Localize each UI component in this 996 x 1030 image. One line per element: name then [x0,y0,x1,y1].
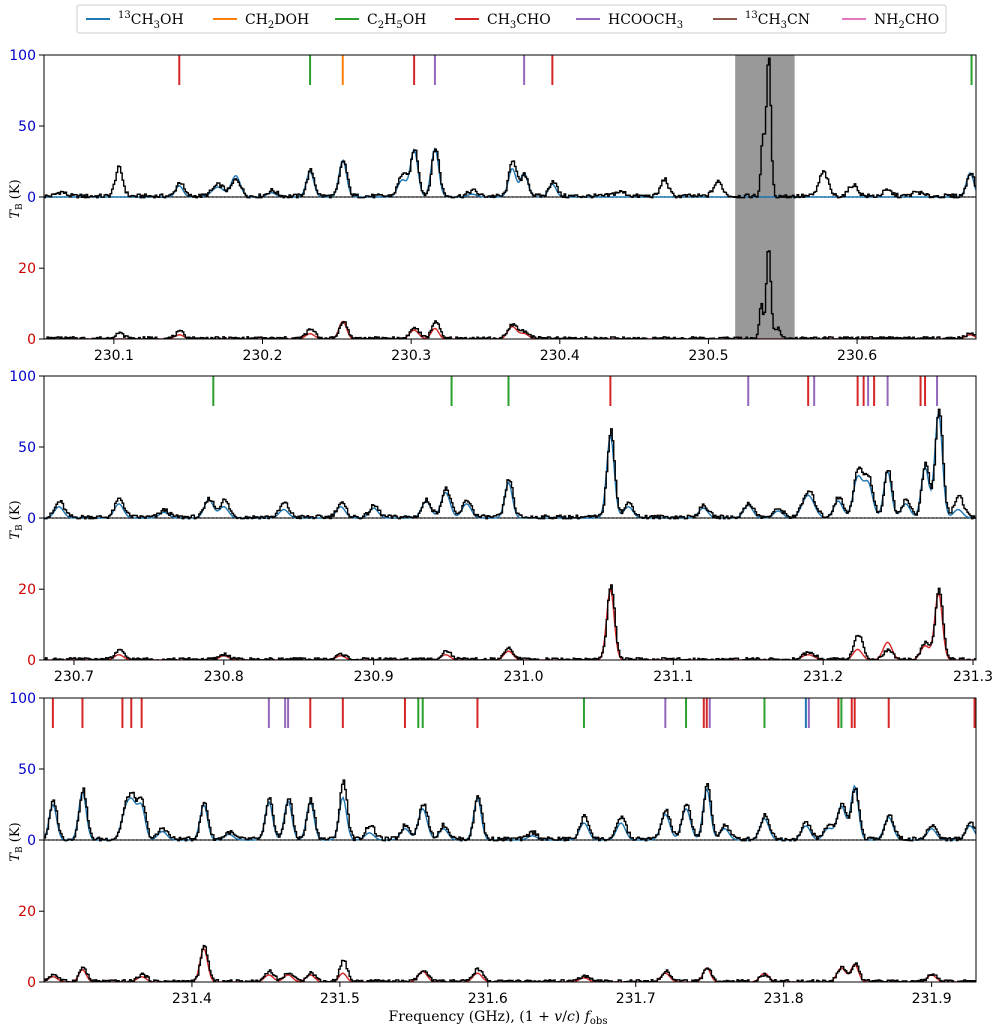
observed-spectrum-top [44,57,976,199]
legend-label: HCOOCH3 [608,12,683,31]
y-tick-label-bottom: 20 [18,904,36,920]
model-spectrum-13ch3oh [44,784,976,841]
y-tick-label-top: 100 [9,48,36,64]
x-tick-label: 230.1 [94,348,134,364]
legend-entry-nh2cho: NH2CHO [842,12,939,31]
observed-spectrum-bottom [44,944,976,982]
x-tick-label: 231.4 [172,991,212,1007]
legend-entry-hcooch3: HCOOCH3 [576,12,683,31]
x-tick-label: 230.3 [391,348,431,364]
y-tick-label-top: 50 [18,119,36,135]
y-tick-label-top: 0 [27,511,36,527]
legend-label: CH2DOH [245,12,309,31]
x-tick-label: 230.5 [688,348,728,364]
panels: 230.1 230.2 230.3 230.4 230.5 230.6 0 50 100 0 20 T… [8,48,993,1007]
y-tick-label-bottom: 20 [18,261,36,277]
observed-spectrum-top [44,779,976,842]
legend-label: NH2CHO [874,12,939,31]
panel-1: 230.1 230.2 230.3 230.4 230.5 230.6 0 50 100 0 20 T… [8,48,977,364]
x-tick-label: 231.0 [503,669,543,685]
model-spectrum-13ch3oh [44,146,976,198]
x-tick-label: 230.9 [354,669,394,685]
y-tick-label-top: 50 [18,762,36,778]
y-axis-label: TB (K) [8,500,25,539]
y-tick-label-top: 100 [9,691,36,707]
x-tick-label: 230.7 [54,669,94,685]
y-tick-label-bottom: 0 [27,332,36,348]
y-tick-label-top: 100 [9,369,36,385]
x-tick-label: 231.2 [803,669,843,685]
x-tick-label: 231.9 [912,991,952,1007]
x-tick-label: 231.7 [616,991,656,1007]
observed-spectrum-bottom [44,584,976,660]
x-tick-label: 231.8 [764,991,804,1007]
panel-plot-area [44,698,976,982]
panel-3: 231.4 231.5 231.6 231.7 231.8 231.9 0 50 100 0 20 T… [8,691,977,1007]
legend-label: CH3CHO [487,12,551,31]
panel-plot-area [44,55,976,339]
panel-2: 230.7 230.8 230.9 231.0 231.1 231.2 231.3 0 50 10… [8,369,993,685]
y-axis-label: TB (K) [8,179,25,218]
x-tick-label: 231.6 [468,991,508,1007]
y-axis-label: TB (K) [8,822,25,861]
x-tick-label: 230.6 [837,348,877,364]
x-tick-label: 231.5 [320,991,360,1007]
x-tick-label: 231.3 [953,669,993,685]
legend-label: C2H5OH [367,12,426,31]
legend-entry-ch3cho: CH3CHO [455,12,551,31]
model-spectrum-ch3cho [44,587,976,660]
legend-entry-m13: 13CH3OH [86,10,184,31]
x-tick-label: 230.8 [204,669,244,685]
observed-spectrum-top [44,408,976,520]
legend-label: 13CH3OH [118,10,184,31]
legend-frame [76,4,947,34]
x-axis-label: Frequency (GHz), (1 + v/c) fobs [389,1009,608,1027]
y-tick-label-bottom: 0 [27,653,36,669]
y-tick-label-bottom: 20 [18,582,36,598]
x-tick-label: 231.1 [653,669,693,685]
x-tick-label: 230.2 [242,348,282,364]
y-tick-label-top: 0 [27,190,36,206]
y-tick-label-bottom: 0 [27,975,36,991]
legend-label: 13CH3CN [745,10,810,31]
panel-plot-area [44,376,976,660]
y-tick-label-top: 0 [27,833,36,849]
observed-spectrum-bottom [44,250,976,339]
legend-entry-ch3cn13: 13CH3CN [713,10,810,31]
legend-entry-c2h5oh: C2H5OH [335,12,426,31]
y-tick-label-top: 50 [18,440,36,456]
x-tick-label: 230.4 [540,348,580,364]
legend: 13CH3OH CH2DOH C2H5OH CH3CHO HCOOCH3 13CH3CN N… [76,4,947,34]
legend-entry-ch2doh: CH2DOH [213,12,309,31]
